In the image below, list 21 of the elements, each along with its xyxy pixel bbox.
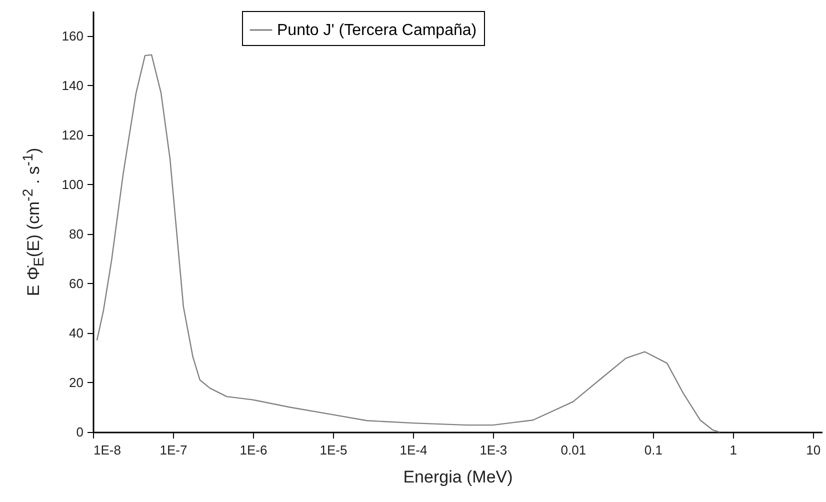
x-tick-label: 1E-3 [480, 442, 508, 458]
y-tick-label: 20 [69, 374, 84, 390]
x-tick-label: 0.01 [560, 442, 586, 458]
x-tick-label: 1E-5 [320, 442, 348, 458]
y-tick-label: 60 [69, 276, 84, 291]
x-tick-label: 10 [806, 442, 821, 458]
x-tick-label: 1 [730, 442, 738, 458]
y-tick-label: 160 [62, 28, 84, 44]
x-axis-title: Energia (MeV) [403, 468, 513, 486]
x-tick-label: 1E-7 [160, 442, 188, 458]
x-tick-label: 1E-8 [94, 442, 121, 458]
y-tick-label: 0 [76, 424, 84, 440]
x-tick-label: 1E-6 [240, 442, 268, 458]
legend-label: Punto J' (Tercera Campaña) [277, 22, 477, 39]
y-tick-label: 40 [69, 325, 84, 340]
y-tick-label: 100 [62, 176, 84, 192]
y-tick-label: 80 [69, 226, 84, 242]
x-tick-label: 0.1 [644, 442, 662, 458]
x-tick-label: 1E-4 [400, 442, 428, 458]
y-tick-label: 140 [62, 78, 84, 93]
y-tick-label: 120 [62, 127, 84, 142]
